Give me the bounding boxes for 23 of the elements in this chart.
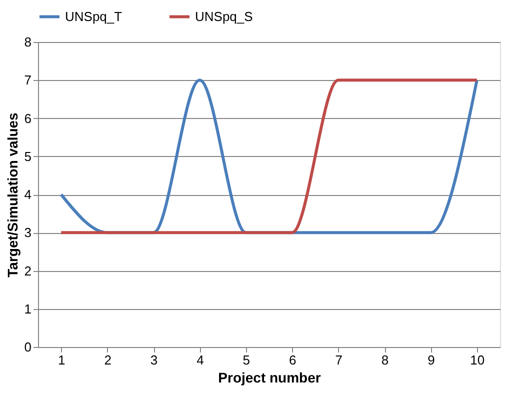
- x-tick-label: 9: [428, 352, 435, 368]
- y-tick-label: 5: [24, 148, 32, 164]
- y-tick-label: 7: [24, 72, 32, 88]
- x-tick-label: 7: [335, 352, 342, 368]
- y-tick-label: 4: [24, 187, 32, 202]
- x-tick-label: 6: [288, 352, 296, 368]
- x-tick-label: 4: [196, 352, 204, 368]
- y-tick-label: 0: [24, 340, 32, 354]
- x-tick-label: 2: [104, 352, 112, 368]
- y-tick-label: 6: [24, 110, 32, 126]
- x-axis-title: Project number: [218, 370, 322, 386]
- y-tick-label: 2: [24, 263, 32, 278]
- y-tick-label: 1: [24, 301, 32, 316]
- x-tick-label: 8: [381, 352, 389, 368]
- legend-label: UNSpq_S: [195, 8, 254, 24]
- y-tick-label: 3: [24, 225, 32, 240]
- x-tick-label: 5: [242, 352, 250, 368]
- y-axis-title: Target/Simulation values: [4, 112, 20, 278]
- x-tick-label: 10: [470, 352, 485, 368]
- legend-label: UNSpq_T: [65, 8, 122, 24]
- x-tick-label: 1: [58, 352, 66, 368]
- x-tick-label: 3: [150, 352, 158, 368]
- y-tick-label: 8: [24, 34, 32, 50]
